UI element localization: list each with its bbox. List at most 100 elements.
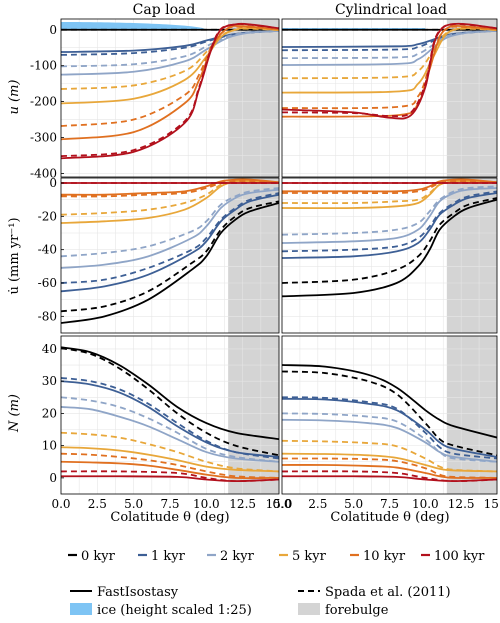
legend-solid-label: FastIsostasy [97,585,179,600]
series-group [282,178,497,298]
series-line-2kyr-dashed [61,396,279,463]
series-group [61,346,279,483]
xlabel-left: Colatitude θ (deg) [110,510,229,525]
series-line-10kyr-dashed [282,457,497,479]
y-tick-label: -200 [30,95,57,109]
legend-series-label: 1 kyr [151,549,186,564]
series-line-10kyr-solid [282,464,497,479]
series-line-100kyr-solid [61,475,279,483]
legend-dashed-label: Spada et al. (2011) [325,585,451,600]
forebulge-band [228,336,279,494]
series-line-2kyr-solid [282,29,497,66]
ylabel-udot: u̇ (mm yr⁻¹) [7,217,22,294]
legend-series: 0 kyr 1 kyr 2 kyr 5 kyr 10 kyr 100 kyr [68,549,485,564]
forebulge-band [446,19,497,177]
column-title-cap: Cap load [133,2,196,18]
y-tick-label: 20 [42,406,57,420]
ylabel-n: N (m) [7,394,22,433]
x-tick-label: 12.5 [448,497,475,511]
x-tick-label: 7.5 [160,497,179,511]
y-tick-label: 0 [49,23,57,37]
series-line-0kyr-dashed [282,370,497,457]
series-group [282,364,497,483]
panel-r2c1: 0.0 2.5 5.0 7.5 10.0 12.5 15.0 [272,335,500,511]
forebulge-band [228,178,279,333]
legend-forebulge-label: forebulge [325,603,389,618]
panel-frame [281,18,498,178]
x-tick-label: 12.5 [229,497,256,511]
series-line-100kyr-dashed [61,23,279,158]
legend-series-label: 5 kyr [292,549,327,564]
series-line-10kyr-dashed [61,452,279,479]
x-tick-label: 10.0 [412,497,439,511]
x-tick-label: 5.0 [344,497,363,511]
series-line-2kyr-solid [282,187,497,244]
series-line-100kyr-dashed [61,470,279,483]
forebulge-band [446,336,497,494]
panel-r2c0: 0 10 20 30 40 0.0 2.5 5.0 7.5 10.0 12.5 15.0 [42,335,293,511]
panels: 0-100-200-300-4000-20-40-60-800102030400… [30,18,500,511]
series-line-10kyr-solid [61,178,279,196]
panel-r1c1 [281,177,498,334]
series-line-2kyr-solid [61,188,279,269]
series-line-1kyr-dashed [282,190,497,253]
series-line-0kyr-solid [282,364,497,439]
series-line-0kyr-solid [61,202,279,324]
series-line-100kyr-solid [61,22,279,160]
panel-frame [60,335,280,495]
legend-ice-label: ice (height scaled 1:25) [97,603,252,618]
legend-series-label: 100 kyr [434,549,485,564]
y-tick-label: 0 [49,176,57,190]
y-tick-label: 40 [42,342,57,356]
series-line-1kyr-solid [282,192,497,259]
x-tick-label: 0.0 [272,497,291,511]
ylabel-u: u (m) [7,80,22,115]
forebulge-band [228,19,279,177]
series-line-0kyr-dashed [61,347,279,457]
series-line-2kyr-dashed [282,412,497,463]
y-tick-label: -300 [30,131,57,145]
y-tick-label: -60 [38,276,57,290]
x-tick-label: 10.0 [193,497,220,511]
x-tick-label: 5.0 [124,497,143,511]
panel-r0c0: 0 -100 -200 -300 -400 [30,18,280,180]
series-line-10kyr-dashed [282,180,497,195]
series-line-0kyr-solid [61,346,279,441]
panel-frame [281,335,498,495]
series-line-2kyr-dashed [61,187,279,258]
x-tick-label: 15.0 [266,497,293,511]
ice-load [61,22,207,30]
series-line-2kyr-solid [61,29,279,76]
series-line-0kyr-solid [282,198,497,298]
series-line-5kyr-solid [282,452,497,473]
series-line-0kyr-dashed [61,200,279,313]
y-tick-label: 0 [49,471,57,485]
series-line-10kyr-solid [282,178,497,193]
x-tick-label: 2.5 [88,497,107,511]
series-group [61,22,279,160]
series-line-1kyr-dashed [282,29,497,52]
xlabel-right: Colatitude θ (deg) [330,510,449,525]
x-tick-label: 7.5 [380,497,399,511]
series-line-2kyr-solid [282,418,497,463]
series-line-0kyr-dashed [282,197,497,284]
series-line-100kyr-solid [282,22,497,120]
y-tick-label: 10 [42,439,57,453]
panel-frame [281,177,498,334]
panel-r0c1 [281,18,498,178]
panel-r1c0: 0 -20 -40 -60 -80 [38,176,280,334]
y-tick-label: -80 [38,309,57,323]
x-tick-label: 2.5 [308,497,327,511]
legend-ice-swatch [70,603,92,615]
x-tick-label: 15.0 [484,497,500,511]
x-tick-label: 0.0 [51,497,70,511]
series-line-5kyr-solid [61,446,279,473]
y-tick-label: -20 [38,209,57,223]
y-tick-label: 30 [42,374,57,388]
series-line-10kyr-dashed [61,180,279,198]
series-line-100kyr-solid [282,475,497,483]
series-line-1kyr-solid [282,397,497,458]
column-title-cylindrical: Cylindrical load [335,2,447,18]
legend-series-label: 2 kyr [220,549,255,564]
legend: 0 kyr 1 kyr 2 kyr 5 kyr 10 kyr 100 kyr FastIs… [68,549,485,618]
